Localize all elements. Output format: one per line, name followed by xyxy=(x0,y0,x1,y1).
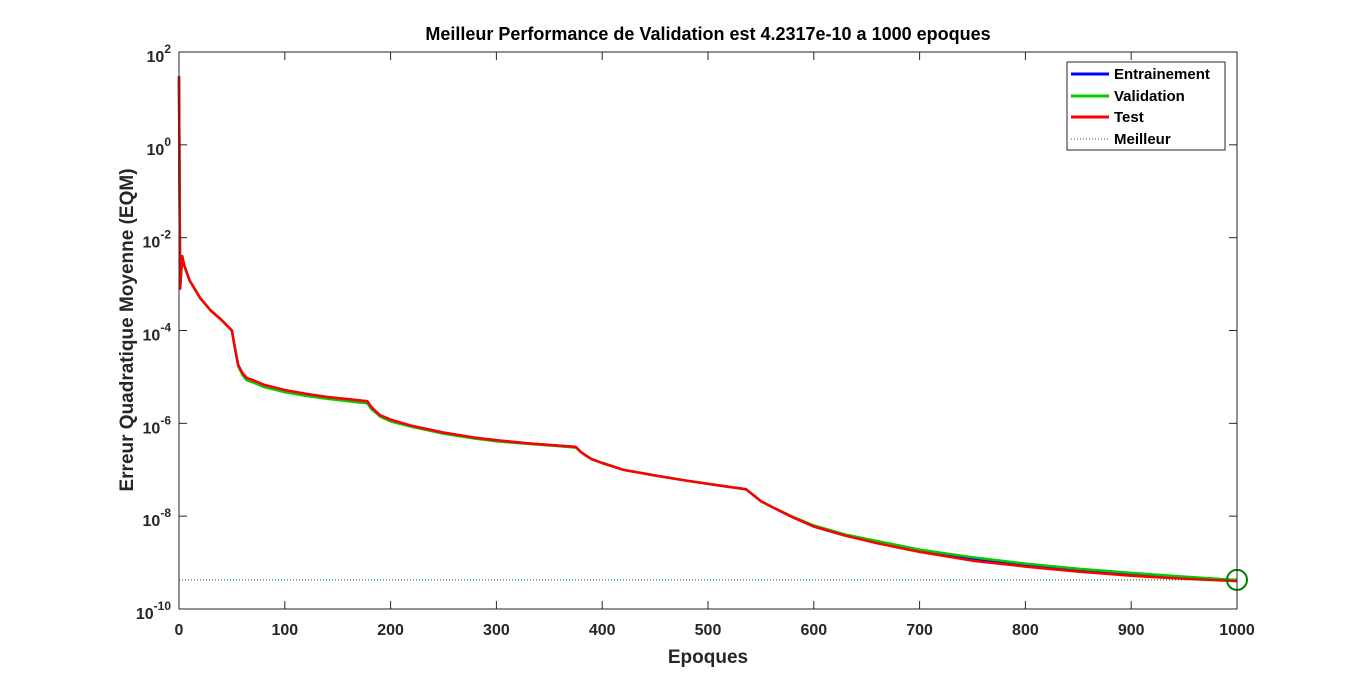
legend-label-validation: Validation xyxy=(1114,88,1185,105)
y-axis-label: Erreur Quadratique Moyenne (EQM) xyxy=(117,168,138,491)
y-tick-label: 10-2 xyxy=(143,228,172,252)
x-tick-label: 500 xyxy=(695,622,722,639)
x-tick-label: 1000 xyxy=(1219,622,1255,639)
plot-area: 0 100 200 300 400 500 600 700 800 900 1000 10-1010… xyxy=(136,42,1255,639)
legend-label-meilleur: Meilleur xyxy=(1114,131,1171,148)
x-tick-label: 600 xyxy=(800,622,827,639)
series-layer xyxy=(177,76,1238,583)
legend: Entrainement Validation Test Meilleur xyxy=(1066,61,1226,151)
y-tick-label: 10-10 xyxy=(136,599,171,623)
legend-label-entrainement: Entrainement xyxy=(1114,66,1210,83)
chart-title: Meilleur Performance de Validation est 4… xyxy=(425,24,990,44)
x-tick-label: 100 xyxy=(271,622,298,639)
x-tick-label: 200 xyxy=(377,622,404,639)
x-tick-label: 900 xyxy=(1118,622,1145,639)
y-tick-label: 10-4 xyxy=(143,321,172,345)
y-tick-label: 10-8 xyxy=(143,506,172,530)
x-tick-label: 0 xyxy=(175,622,184,639)
x-axis-ticks: 0 100 200 300 400 500 600 700 800 900 1000 xyxy=(175,52,1255,639)
axes-background xyxy=(179,52,1237,609)
y-tick-label: 10-6 xyxy=(143,413,172,437)
x-tick-label: 300 xyxy=(483,622,510,639)
series-line-test xyxy=(177,76,1238,583)
y-tick-label: 102 xyxy=(147,42,172,66)
x-axis-label: Epoques xyxy=(668,647,748,668)
x-tick-label: 800 xyxy=(1012,622,1039,639)
x-tick-label: 400 xyxy=(589,622,616,639)
y-axis-ticks: 10-10 10-8 10-6 10-4 10-2 100 102 xyxy=(136,42,1237,623)
x-tick-label: 700 xyxy=(906,622,933,639)
y-tick-label: 100 xyxy=(147,135,172,159)
legend-label-test: Test xyxy=(1114,109,1144,126)
legend-box xyxy=(1066,61,1226,151)
